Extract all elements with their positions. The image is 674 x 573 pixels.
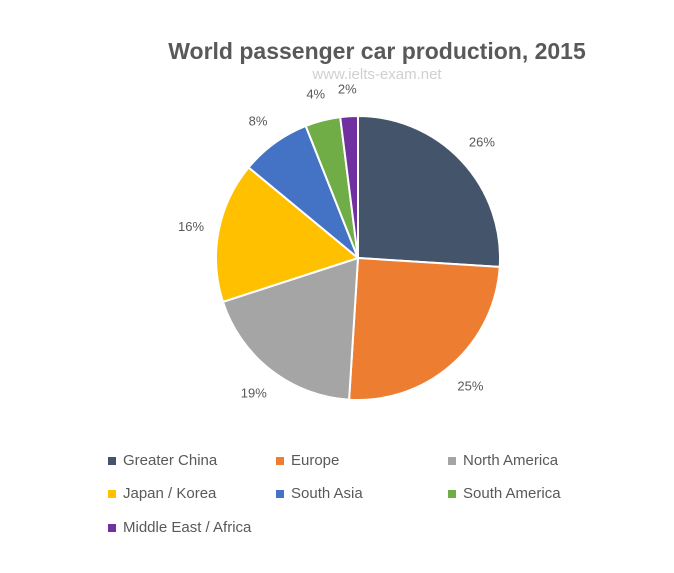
legend-label: South America [463, 485, 561, 502]
data-label: 26% [469, 135, 495, 150]
pie-slice-north-america [221, 256, 360, 401]
legend-item: South America [448, 485, 561, 502]
chart-title: World passenger car production, 2015 [168, 38, 586, 64]
pie-slice-greater-china [357, 114, 501, 268]
legend-swatch [448, 489, 456, 498]
legend-item: Europe [276, 452, 339, 469]
legend-item: Japan / Korea [108, 485, 216, 502]
data-label: 8% [249, 113, 268, 128]
legend-swatch [448, 456, 456, 465]
legend-swatch [276, 456, 284, 465]
data-label: 4% [306, 86, 325, 101]
legend-label: South Asia [291, 485, 363, 502]
legend-item: North America [448, 452, 558, 469]
legend-swatch [108, 523, 116, 532]
data-label: 16% [178, 219, 204, 234]
legend-item: Middle East / Africa [108, 519, 251, 536]
legend-swatch [276, 489, 284, 498]
legend-label: Japan / Korea [123, 485, 217, 502]
legend-swatch [108, 456, 116, 465]
pie-slice-middle-east-africa [339, 114, 359, 259]
pie-slice-europe [348, 256, 501, 401]
legend-swatch [108, 489, 116, 498]
watermark: www.ielts-exam.net [312, 66, 442, 83]
legend-label: Greater China [123, 452, 218, 469]
legend-label: North America [463, 452, 559, 469]
legend-label: Europe [291, 452, 340, 469]
legend-label: Middle East / Africa [123, 519, 252, 536]
pie-slice-japan-korea [215, 166, 361, 304]
data-label: 25% [457, 379, 483, 394]
data-label: 19% [241, 385, 267, 400]
legend-item: South Asia [276, 485, 363, 502]
data-label: 2% [338, 81, 357, 96]
legend-item: Greater China [108, 452, 217, 469]
